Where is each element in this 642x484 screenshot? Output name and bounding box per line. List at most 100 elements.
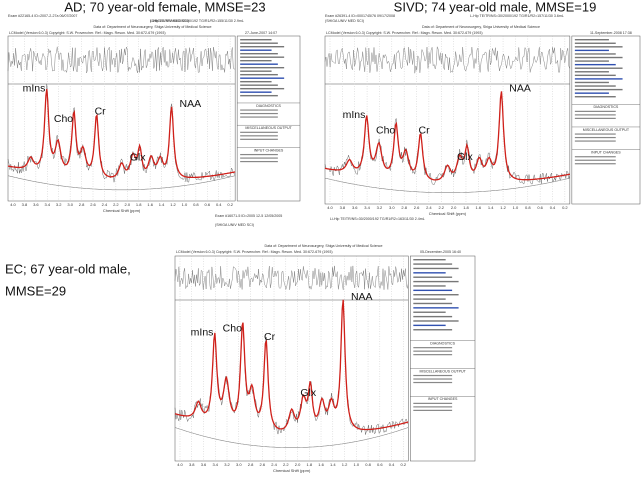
x-tick-label: 2.2 [113,202,119,207]
panel-title: AD; 70 year-old female, MMSE=23 [64,0,265,14]
peak-label: NAA [509,83,531,95]
baseline [324,177,570,193]
x-tick-label: 3.2 [224,462,230,467]
x-axis-label: Chemical Shift (ppm) [429,211,467,216]
x-tick-label: 2.2 [283,462,289,467]
residual [7,46,236,74]
x-tick-label: 3.0 [236,462,242,467]
x-tick-label: 1.4 [488,205,494,210]
exam-info: (SHIGA UNIV MED SCI) [215,223,254,227]
exam-info: Exam #16071-5 ID=2005 12-5 12/05/2005 [215,214,282,218]
table-row [574,67,623,69]
peak-label: NAA [180,98,202,110]
table-row [413,285,446,287]
x-tick-label: 3.0 [389,205,395,210]
table-row [240,109,278,111]
table-row [574,117,616,119]
x-tick-label: 3.2 [56,202,62,207]
x-tick-label: 2.0 [295,462,301,467]
x-tick-label: 4.0 [10,202,16,207]
table-row [413,298,446,300]
panel-title: MMSE=29 [5,283,66,298]
x-tick-label: 0.8 [525,205,531,210]
table-row [413,378,453,380]
table-row [413,320,459,322]
table-heading: MISCELLANEOUS OUTPUT [583,128,630,132]
table-row [413,272,446,274]
table-row [574,163,616,165]
table-row [574,53,616,55]
table-heading: DIAGNOSTICS [256,104,281,108]
table-row [240,77,285,79]
table-row [574,81,609,84]
software: LCModel (Version 6.0-3) Copyright: S.W. … [9,31,166,35]
plot-frame [7,35,236,202]
x-tick-label: 2.0 [451,205,457,210]
table-row [413,354,453,356]
results-table [410,255,476,462]
x-tick-label: 4.0 [327,205,333,210]
table-heading: DIAGNOSTICS [594,105,619,109]
date: 11-September-2008 17:38 [590,31,632,35]
table-row [240,94,278,97]
table-row [240,112,278,115]
table-row [574,159,616,161]
table-row [240,80,272,83]
date: 05-December-2005 16:40 [420,250,461,254]
table-row [574,56,623,59]
table-row [413,311,446,313]
exam-info: Exam #26391-4 ID=0001745/76 09/17/2008 [325,14,395,18]
table-heading: MISCELLANEOUS OUTPUT [245,126,292,130]
software: LCModel (Version 6.0-3) Copyright: S.W. … [326,31,483,35]
table-row [413,315,453,318]
x-tick-label: 1.0 [513,205,519,210]
table-row [574,96,616,98]
table-row [240,42,278,44]
table-row [240,63,278,65]
institution: Data of: Department of Neurosurgery, Shi… [422,25,540,29]
table-row [413,381,453,384]
table-row [240,73,278,76]
x-tick-label: 3.4 [212,462,218,467]
table-row [413,280,459,283]
spectrum-panel: EC; 67 year-old male, MMSE=29 Exam #16071-… [5,214,476,473]
table-row [574,136,616,139]
table-row [574,156,616,158]
table-row [413,374,453,377]
x-tick-label: 0.6 [537,205,543,210]
table-row [574,133,616,135]
x-tick-label: 0.2 [227,202,233,207]
peak-label: Glx [457,151,474,163]
x-tick-label: 1.0 [354,462,360,467]
table-row [574,63,616,66]
x-tick-label: 2.8 [248,462,254,467]
x-tick-label: 3.2 [377,205,383,210]
table-row [574,92,609,94]
table-row [574,88,623,91]
table-row [413,409,453,411]
x-tick-label: 0.2 [401,462,407,467]
panel-title: SIVD; 74 year-old male, MMSE=19 [394,0,597,14]
table-row [574,71,609,73]
table-row [413,263,453,265]
x-tick-label: 3.8 [189,462,195,467]
table-row [240,59,272,62]
table-row [240,116,278,118]
x-tick-label: 2.8 [401,205,407,210]
x-tick-label: 2.4 [426,205,432,210]
baseline [174,427,409,448]
x-tick-label: 0.2 [562,205,568,210]
x-tick-label: 3.6 [201,462,207,467]
x-tick-label: 1.0 [182,202,188,207]
x-tick-label: 0.8 [193,202,199,207]
x-tick-label: 1.8 [136,202,142,207]
table-row [574,74,616,77]
table-heading: INPUT CHANGES [254,148,284,152]
table-row [413,259,446,261]
table-row [413,406,453,408]
table-row [413,324,446,327]
table-row [240,45,285,48]
x-tick-label: 1.4 [330,462,336,467]
peak-label: Cho [54,113,73,125]
